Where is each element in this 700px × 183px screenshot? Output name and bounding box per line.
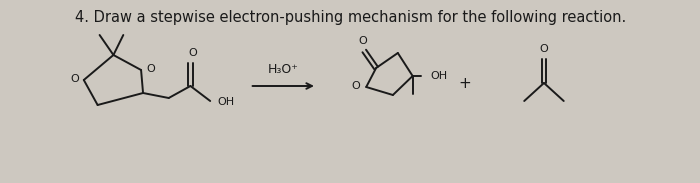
Text: O: O <box>351 81 360 91</box>
Text: OH: OH <box>430 71 447 81</box>
Text: H₃O⁺: H₃O⁺ <box>268 63 299 76</box>
Text: 4. Draw a stepwise electron-pushing mechanism for the following reaction.: 4. Draw a stepwise electron-pushing mech… <box>75 10 626 25</box>
Text: O: O <box>358 36 367 46</box>
Text: OH: OH <box>217 97 234 107</box>
Text: O: O <box>188 48 197 58</box>
Text: O: O <box>146 64 155 74</box>
Text: O: O <box>540 44 548 54</box>
Text: +: + <box>458 76 471 91</box>
Text: O: O <box>70 74 79 84</box>
